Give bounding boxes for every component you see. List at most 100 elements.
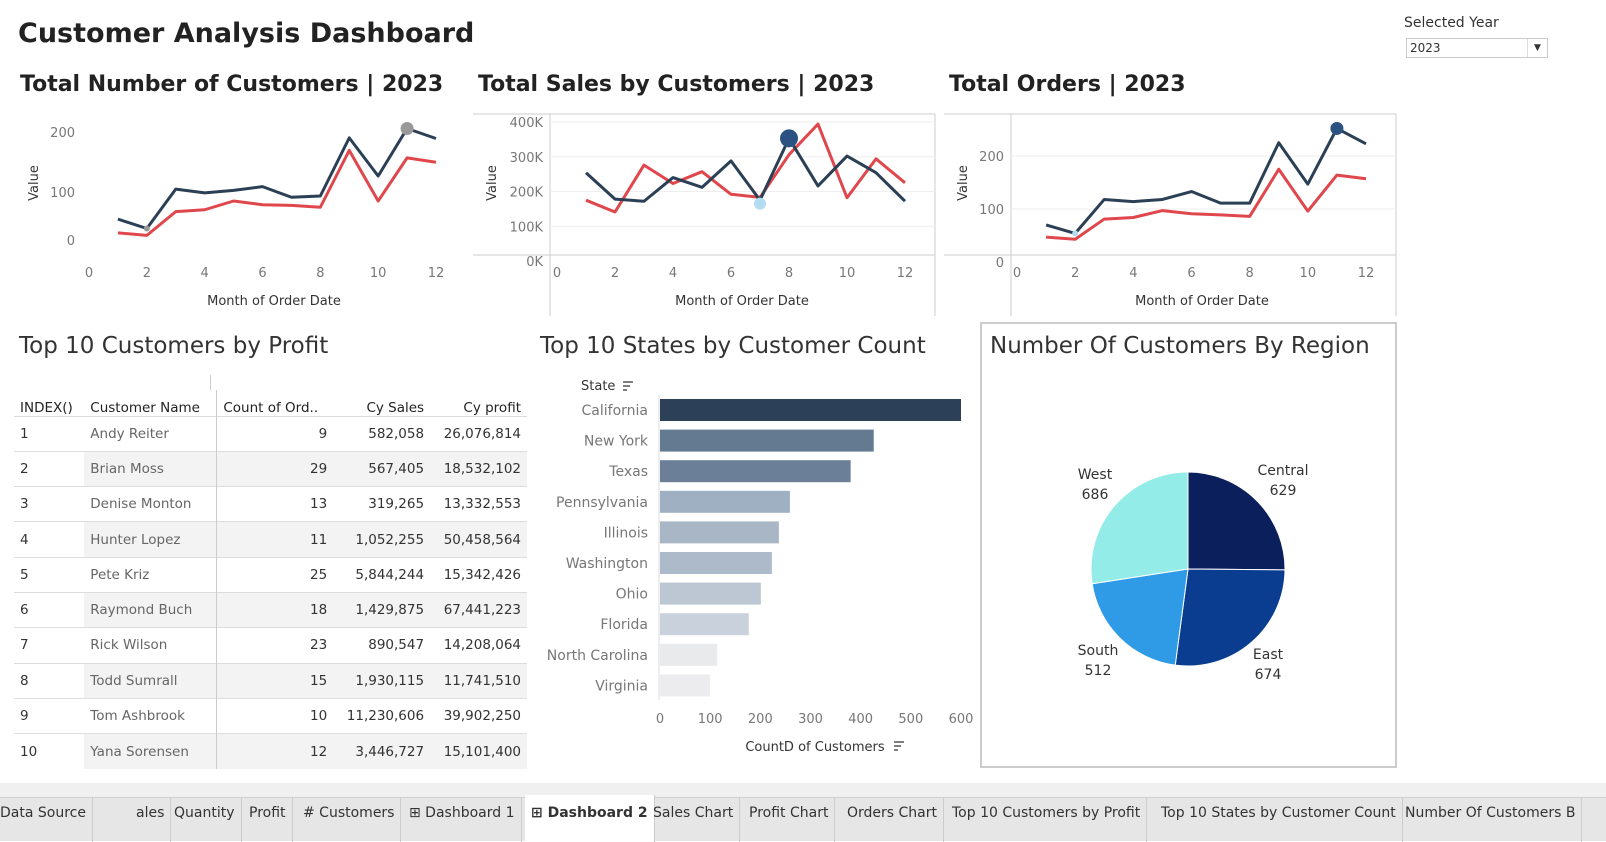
series-line — [117, 148, 437, 237]
bar-chart-title: Top 10 States by Customer Count — [540, 333, 926, 359]
sheet-tab[interactable]: Sales Chart — [647, 798, 741, 842]
table-row[interactable]: 9 Tom Ashbrook 10 11,230,606 39,902,250 — [14, 697, 527, 734]
x-tick-label: 8 — [785, 266, 793, 281]
cy-sales: 1,930,115 — [333, 662, 431, 699]
table-title: Top 10 Customers by Profit — [19, 333, 329, 359]
selected-year-dropdown[interactable]: 2023 ▼ — [1406, 38, 1548, 58]
col-header-name[interactable]: Customer Name — [90, 399, 200, 416]
order-count: 18 — [216, 591, 334, 628]
x-tick-label: 8 — [1246, 266, 1254, 281]
bottom-strip — [0, 783, 1606, 797]
y-tick-label: 200K — [510, 186, 544, 201]
table-row[interactable]: 1 Andy Reiter 9 582,058 26,076,814 — [14, 415, 527, 452]
table-row[interactable]: 6 Raymond Buch 18 1,429,875 67,441,223 — [14, 591, 527, 628]
state-label: California — [582, 403, 648, 419]
pie-slice-south — [1091, 568, 1189, 666]
x-tick-label: 12 — [1358, 266, 1375, 281]
sheet-tab[interactable]: Profit Chart — [743, 798, 836, 842]
sheet-tab[interactable]: Orders Chart — [841, 798, 945, 842]
customer-name: Rick Wilson — [84, 627, 217, 664]
cy-profit: 14,208,064 — [430, 627, 527, 664]
sheet-tab[interactable]: Number Of Customers B — [1399, 798, 1583, 842]
cy-profit: 39,902,250 — [430, 697, 527, 734]
x-tick-label: 0 — [553, 266, 561, 281]
col-header-index[interactable]: INDEX() — [20, 399, 73, 416]
bar — [660, 552, 772, 574]
customer-name: Andy Reiter — [84, 415, 217, 452]
series-line — [1045, 126, 1367, 235]
dropdown-arrow-icon[interactable]: ▼ — [1527, 39, 1547, 57]
sheet-tab[interactable]: Top 10 Customers by Profit — [946, 798, 1148, 842]
series-line — [584, 136, 907, 203]
sheet-tab[interactable]: ⊞ Dashboard 1 — [403, 798, 522, 842]
highlight-point — [143, 225, 150, 232]
bar — [660, 490, 790, 513]
table-row[interactable]: 5 Pete Kriz 25 5,844,244 15,342,426 — [14, 556, 527, 593]
x-axis-label: CountD of Customers — [745, 740, 885, 755]
cy-profit: 15,342,426 — [430, 556, 527, 593]
order-count: 12 — [216, 733, 334, 769]
pie-label: Central — [1258, 463, 1309, 479]
col-header-sales[interactable]: Cy Sales — [366, 399, 425, 416]
table-row[interactable]: 8 Todd Sumrall 15 1,930,115 11,741,510 — [14, 662, 527, 699]
x-tick-label: 300 — [798, 712, 823, 727]
state-label: Ohio — [616, 587, 648, 603]
sheet-tab[interactable]: Top 10 States by Customer Count — [1155, 798, 1403, 842]
cy-profit: 67,441,223 — [430, 591, 527, 628]
customer-name: Brian Moss — [84, 450, 217, 487]
x-tick-label: 4 — [1129, 266, 1137, 281]
sheet-tab[interactable]: # Customers — [297, 798, 402, 842]
table-row[interactable]: 3 Denise Monton 13 319,265 13,332,553 — [14, 486, 527, 522]
sheet-tab[interactable]: ⊞ Dashboard 2 — [525, 795, 655, 842]
row-index: 4 — [14, 521, 85, 558]
row-index: 1 — [14, 415, 85, 452]
cy-profit: 15,101,400 — [430, 733, 527, 769]
top-customers-table: INDEX() Customer Name Count of Ord.. Cy … — [14, 390, 527, 769]
dashboard-title: Customer Analysis Dashboard — [18, 18, 475, 49]
pie-label: West — [1078, 467, 1113, 483]
row-index: 6 — [14, 591, 85, 628]
pie-slice-central — [1187, 471, 1286, 571]
customer-name: Yana Sorensen — [84, 733, 217, 769]
highlight-point — [780, 129, 798, 148]
selected-year-label: Selected Year — [1404, 15, 1499, 31]
table-row[interactable]: 10 Yana Sorensen 12 3,446,727 15,101,400 — [14, 733, 527, 769]
x-tick-label: 0 — [1013, 266, 1021, 281]
bar — [660, 582, 761, 605]
state-header: State — [581, 379, 615, 394]
sheet-tab-bar: Data Source ales Quantity Profit # Customers… — [0, 795, 1606, 842]
row-index: 7 — [14, 627, 85, 664]
customer-name: Raymond Buch — [84, 591, 217, 628]
table-row[interactable]: 2 Brian Moss 29 567,405 18,532,102 — [14, 450, 527, 487]
y-axis-label: Value — [27, 165, 42, 201]
sort-icon — [894, 741, 904, 751]
sheet-tab[interactable]: Quantity — [168, 798, 242, 842]
cy-sales: 5,844,244 — [333, 556, 431, 593]
pie-value: 686 — [1082, 487, 1109, 503]
x-tick-label: 2 — [143, 266, 151, 281]
state-label: Virginia — [595, 678, 648, 694]
sheet-tab[interactable]: ales — [130, 798, 172, 842]
x-tick-label: 0 — [85, 266, 93, 281]
pie-label: South — [1078, 643, 1119, 659]
state-label: New York — [584, 434, 649, 450]
y-tick-label: 100 — [50, 186, 75, 201]
x-tick-label: 4 — [201, 266, 209, 281]
row-index: 5 — [14, 556, 85, 593]
table-row[interactable]: 7 Rick Wilson 23 890,547 14,208,064 — [14, 627, 527, 664]
x-tick-label: 400 — [848, 712, 873, 727]
row-index: 8 — [14, 662, 85, 699]
pie-chart-title: Number Of Customers By Region — [990, 333, 1370, 359]
col-header-profit[interactable]: Cy profit — [463, 399, 521, 416]
x-tick-label: 600 — [949, 712, 974, 727]
x-tick-label: 6 — [258, 266, 266, 281]
cy-profit: 18,532,102 — [430, 450, 527, 487]
sheet-tab[interactable]: Profit — [243, 798, 293, 842]
pie-value: 629 — [1270, 483, 1297, 499]
pie-chart-panel — [980, 322, 1397, 768]
table-row[interactable]: 4 Hunter Lopez 11 1,052,255 50,458,564 — [14, 521, 527, 558]
col-header-orders[interactable]: Count of Ord.. — [216, 390, 334, 416]
state-label: Illinois — [604, 525, 648, 541]
y-tick-label: 0 — [67, 234, 75, 249]
sheet-tab[interactable]: Data Source — [0, 798, 93, 842]
